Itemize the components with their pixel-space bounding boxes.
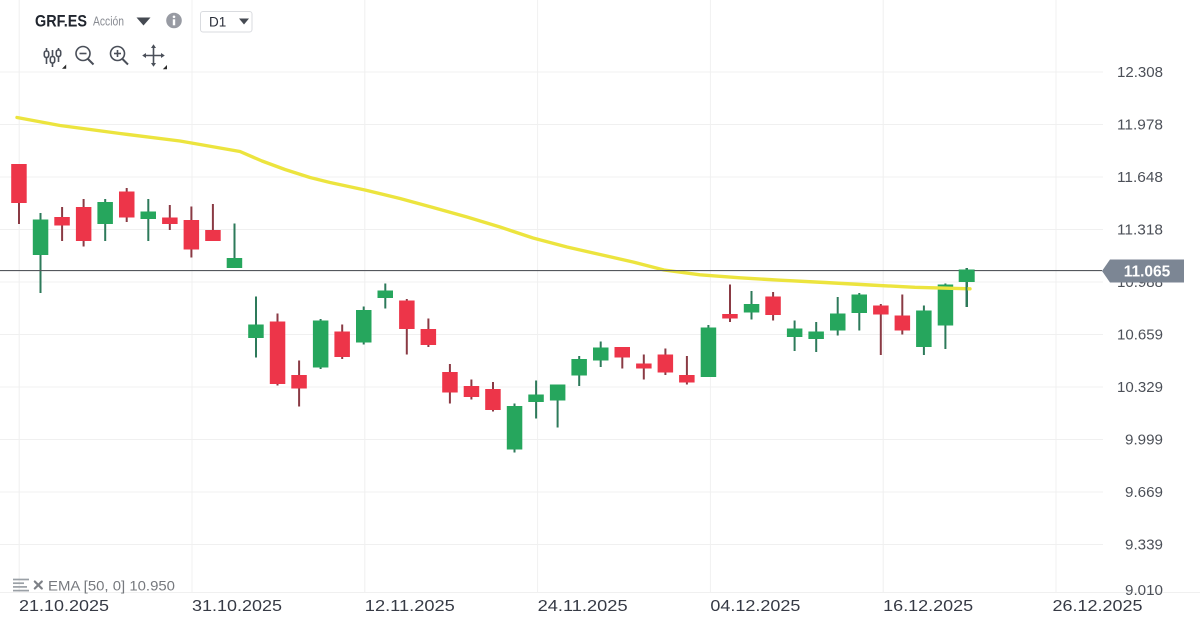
- svg-text:Acción: Acción: [93, 15, 124, 29]
- svg-text:9.010: 9.010: [1125, 583, 1163, 599]
- svg-text:11.978: 11.978: [1117, 118, 1163, 134]
- svg-text:10.329: 10.329: [1117, 380, 1163, 396]
- svg-text:D1: D1: [209, 15, 226, 30]
- svg-text:9.339: 9.339: [1125, 538, 1163, 554]
- svg-text:12.11.2025: 12.11.2025: [365, 598, 455, 615]
- svg-text:21.10.2025: 21.10.2025: [19, 598, 109, 615]
- svg-text:12.308: 12.308: [1117, 65, 1163, 81]
- svg-text:EMA [50, 0] 10.950: EMA [50, 0] 10.950: [48, 579, 175, 594]
- svg-text:GRF.ES: GRF.ES: [35, 13, 87, 31]
- svg-text:10.659: 10.659: [1117, 328, 1163, 344]
- svg-text:26.12.2025: 26.12.2025: [1053, 598, 1143, 615]
- svg-text:9.669: 9.669: [1125, 485, 1163, 501]
- svg-text:11.065: 11.065: [1124, 264, 1171, 281]
- svg-text:31.10.2025: 31.10.2025: [192, 598, 282, 615]
- svg-text:24.11.2025: 24.11.2025: [538, 598, 628, 615]
- svg-text:9.999: 9.999: [1125, 433, 1163, 449]
- svg-text:11.318: 11.318: [1117, 223, 1163, 239]
- svg-text:16.12.2025: 16.12.2025: [883, 598, 973, 615]
- svg-text:04.12.2025: 04.12.2025: [710, 598, 800, 615]
- svg-text:11.648: 11.648: [1117, 170, 1163, 186]
